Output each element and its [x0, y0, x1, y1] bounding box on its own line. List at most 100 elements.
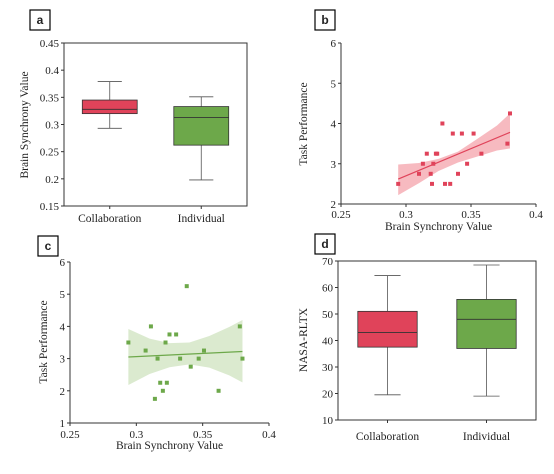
data-point	[143, 348, 148, 353]
y-tick-label: 30	[322, 362, 334, 374]
data-point	[471, 131, 476, 136]
y-tick-label: 20	[322, 389, 334, 401]
data-point	[450, 131, 455, 136]
y-axis-label: NASA-RLTX	[298, 307, 310, 372]
data-point	[201, 348, 206, 353]
data-point	[174, 332, 179, 337]
panel-d: d 10 20 30 40 50 60 70 NASA-RLTX Collaboration Ind…	[298, 233, 537, 443]
data-point	[167, 332, 172, 337]
panel-label-box	[314, 233, 336, 255]
y-axis-label: Brain Synchrony Value	[19, 71, 31, 178]
box-individual	[456, 299, 517, 349]
panel-label-box	[37, 235, 59, 257]
y-tick-label: 0.25	[40, 147, 60, 159]
y-tick-label: 2	[60, 386, 66, 398]
x-tick-label: 0.25	[60, 429, 80, 441]
panel-a: a 0.15 0.2 0.25 0.3 0.35 0.4 0.45 Brain Synchron…	[19, 9, 248, 225]
category-label: Individual	[178, 213, 225, 225]
data-point	[155, 356, 160, 361]
y-tick-label: 3	[60, 354, 66, 366]
y-tick-label: 10	[322, 415, 334, 427]
data-point	[240, 356, 245, 361]
x-tick-label: 0.25	[331, 209, 351, 221]
data-point	[184, 284, 189, 289]
panel-label-box	[29, 9, 51, 31]
category-label: Collaboration	[356, 431, 419, 443]
y-tick-label: 60	[322, 283, 334, 295]
y-tick-label: 3	[331, 159, 337, 171]
data-point	[126, 340, 131, 345]
x-tick-label: 0.4	[529, 209, 543, 221]
data-point	[148, 324, 153, 329]
x-tick-label: 0.35	[461, 209, 481, 221]
data-point	[479, 151, 484, 156]
data-point	[435, 151, 440, 156]
confidence-band	[128, 319, 243, 386]
box-collaboration	[357, 310, 418, 348]
y-tick-label: 5	[331, 78, 337, 90]
data-point	[158, 380, 163, 385]
y-tick-label: 50	[322, 309, 334, 321]
x-axis-label: Brain Synchrony Value	[385, 221, 492, 233]
y-tick-label: 2	[331, 199, 337, 211]
panel-label: c	[45, 239, 52, 253]
data-point	[417, 171, 421, 176]
x-axis-label: Brain Synchrony Value	[116, 440, 223, 452]
y-tick-label: 0.2	[45, 174, 59, 186]
data-point	[430, 181, 434, 186]
y-axis-label: Task Performance	[298, 82, 310, 165]
data-point	[505, 141, 510, 146]
fit-line	[128, 350, 243, 358]
category-label: Individual	[463, 431, 510, 443]
data-point	[188, 364, 193, 369]
y-tick-label: 5	[60, 289, 66, 301]
data-point	[196, 356, 201, 361]
y-tick-label: 0.35	[40, 92, 60, 104]
box-individual	[173, 106, 230, 146]
data-point	[448, 181, 453, 186]
x-tick-label: 0.35	[193, 429, 213, 441]
data-point	[420, 161, 425, 166]
data-point	[440, 121, 445, 126]
panel-label: d	[321, 237, 328, 251]
data-point	[152, 396, 157, 401]
y-tick-label: 0.4	[45, 65, 59, 77]
data-point	[428, 171, 433, 176]
panel-label: b	[321, 13, 328, 27]
confidence-band	[398, 113, 510, 196]
data-point	[160, 388, 165, 393]
x-tick-label: 0.3	[129, 429, 143, 441]
panel-c: c 1 2 3 4 5 6 Task Performance 0.25 0.3 0.35 0.4 Bra…	[37, 235, 276, 452]
data-point	[163, 340, 168, 345]
y-tick-label: 6	[60, 257, 66, 269]
y-tick-label: 1	[60, 418, 66, 430]
x-tick-label: 0.4	[262, 429, 276, 441]
y-tick-label: 4	[331, 119, 337, 131]
data-point	[164, 380, 169, 385]
y-tick-label: 6	[331, 38, 337, 50]
y-tick-label: 70	[322, 256, 334, 268]
data-point	[508, 111, 512, 116]
y-tick-label: 0.15	[40, 201, 60, 213]
data-point	[459, 131, 464, 136]
data-point	[216, 388, 221, 393]
data-point	[443, 181, 447, 186]
y-axis-label: Task Performance	[38, 300, 50, 383]
data-point	[178, 356, 183, 361]
panel-b: b 2 3 4 5 6 Task Performance 0.25 0.3 0.35 0.4 Brai…	[298, 9, 543, 233]
category-label: Collaboration	[78, 213, 141, 225]
y-tick-label: 40	[322, 336, 334, 348]
data-point	[431, 161, 436, 166]
y-tick-label: 0.45	[40, 38, 60, 50]
y-tick-label: 0.3	[45, 120, 59, 132]
y-tick-label: 4	[60, 321, 66, 333]
data-point	[456, 171, 460, 176]
data-point	[237, 324, 242, 329]
x-tick-label: 0.3	[399, 209, 413, 221]
data-point	[465, 161, 470, 166]
data-point	[424, 151, 429, 156]
box-collaboration	[81, 99, 138, 115]
panel-label-box	[314, 9, 336, 31]
panel-label: a	[37, 13, 44, 27]
